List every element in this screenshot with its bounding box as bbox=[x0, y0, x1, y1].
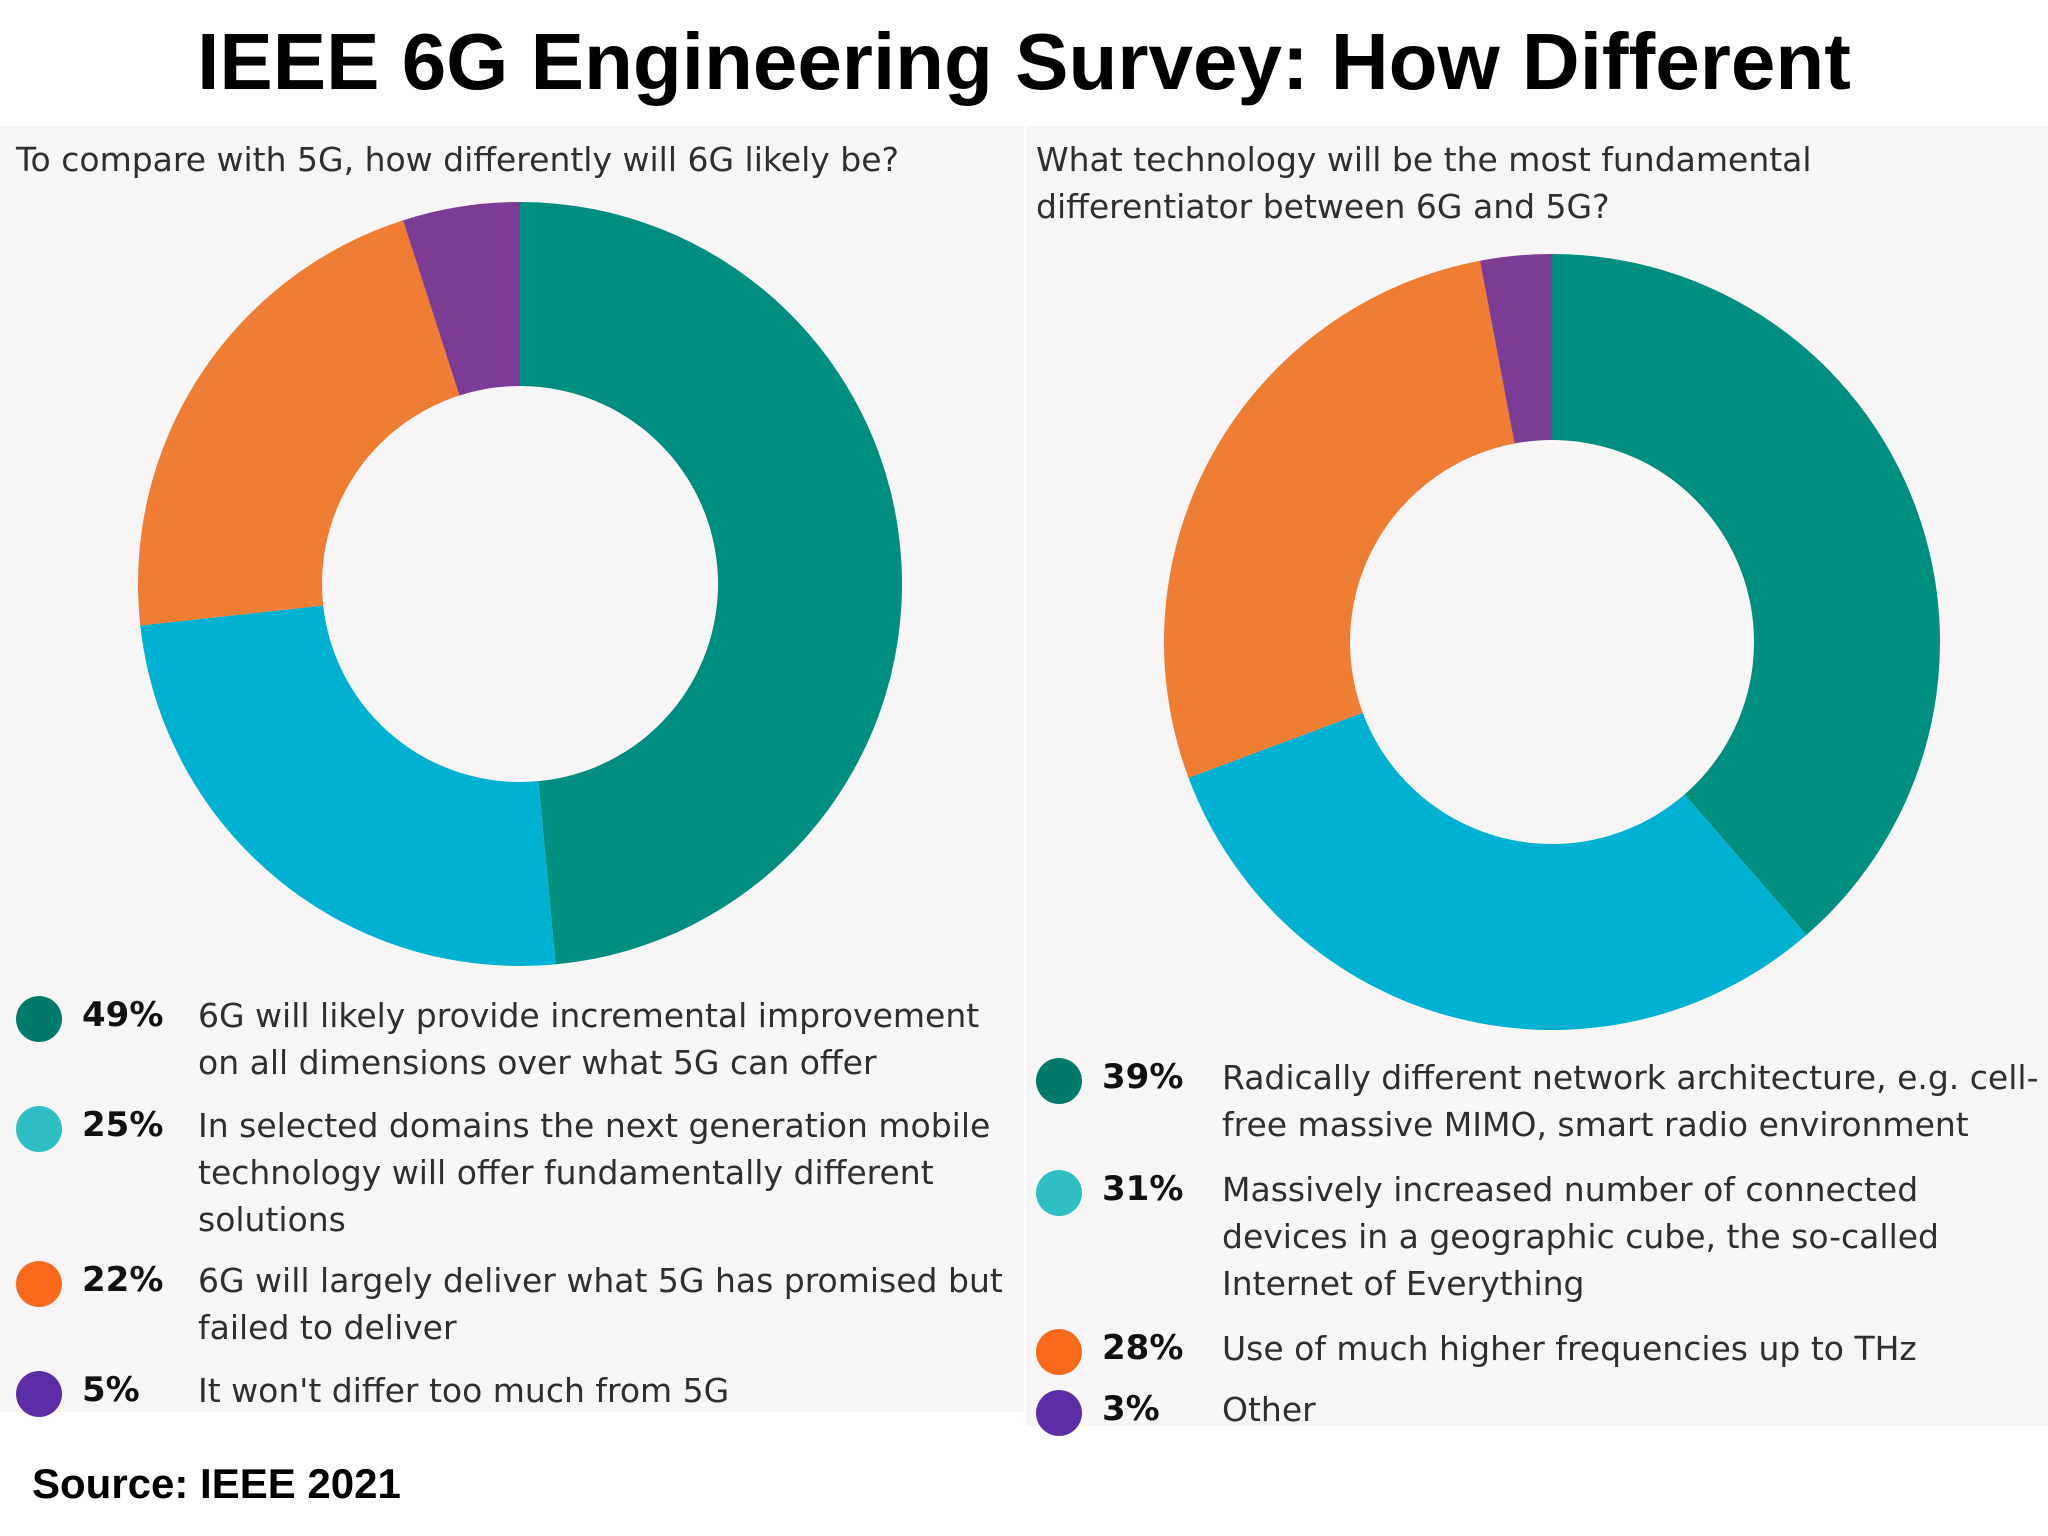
donut-slice-right-3 bbox=[1164, 260, 1515, 778]
legend-swatch bbox=[1036, 1058, 1082, 1104]
legend-swatch bbox=[16, 1371, 62, 1417]
donut-slice-left-4 bbox=[403, 202, 520, 396]
legend-percent: 49% bbox=[82, 995, 164, 1035]
legend-label: In selected domains the next generation … bbox=[198, 1106, 991, 1239]
legend-item-left-1: 49% 6G will likely provide incremental im… bbox=[0, 992, 1024, 1086]
legend-swatch bbox=[1036, 1329, 1082, 1375]
page-title: IEEE 6G Engineering Survey: How Differen… bbox=[197, 17, 1851, 106]
legend-percent: 39% bbox=[1102, 1057, 1184, 1097]
donut-chart-left bbox=[138, 202, 902, 966]
legend-item-right-1: 39% Radically different network architect… bbox=[1026, 1054, 2048, 1148]
legend-item-right-3: 28% Use of much higher frequencies up to … bbox=[1026, 1325, 2048, 1375]
legend-item-left-4: 5% It won't differ too much from 5G bbox=[0, 1367, 1024, 1417]
legend-right: 39% Radically different network architect… bbox=[1026, 1054, 2048, 1436]
legend-percent: 28% bbox=[1102, 1328, 1184, 1368]
legend-swatch bbox=[16, 1106, 62, 1152]
legend-left: 49% 6G will likely provide incremental im… bbox=[0, 992, 1024, 1417]
legend-percent: 3% bbox=[1102, 1389, 1160, 1429]
donut-slice-right-1 bbox=[1552, 254, 1940, 935]
legend-label: It won't differ too much from 5G bbox=[198, 1371, 730, 1410]
donut-slice-left-1 bbox=[520, 202, 902, 965]
donut-slice-right-2 bbox=[1188, 712, 1807, 1030]
legend-swatch bbox=[16, 996, 62, 1042]
legend-swatch bbox=[16, 1261, 62, 1307]
chart-question-right: What technology will be the most fundame… bbox=[1036, 140, 1812, 226]
legend-label: 6G will likely provide incremental impro… bbox=[198, 996, 980, 1082]
chart-question-left: To compare with 5G, how differently will… bbox=[16, 140, 900, 179]
donut-slice-right-4 bbox=[1480, 254, 1552, 444]
source-note: Source: IEEE 2021 bbox=[32, 1460, 401, 1507]
legend-percent: 22% bbox=[82, 1260, 164, 1300]
legend-percent: 25% bbox=[82, 1105, 164, 1145]
donut-chart-right bbox=[1164, 254, 1940, 1030]
legend-item-right-4: 3% Other bbox=[1026, 1386, 2048, 1436]
legend-label: Other bbox=[1222, 1390, 1316, 1429]
legend-item-left-3: 22% 6G will largely deliver what 5G has p… bbox=[0, 1257, 1024, 1351]
legend-label: Massively increased number of connected … bbox=[1222, 1170, 1939, 1303]
legend-percent: 31% bbox=[1102, 1169, 1184, 1209]
donut-slice-left-2 bbox=[140, 605, 556, 966]
donut-slice-left-3 bbox=[138, 220, 460, 626]
legend-item-right-2: 31% Massively increased number of connect… bbox=[1026, 1166, 2048, 1307]
chart-panel-left: To compare with 5G, how differently will… bbox=[0, 126, 1024, 1417]
legend-label: Use of much higher frequencies up to THz bbox=[1222, 1329, 1917, 1368]
legend-swatch bbox=[1036, 1170, 1082, 1216]
legend-swatch bbox=[1036, 1390, 1082, 1436]
legend-label: Radically different network architecture… bbox=[1222, 1058, 2039, 1144]
chart-panel-right: What technology will be the most fundame… bbox=[1026, 126, 2048, 1436]
legend-label: 6G will largely deliver what 5G has prom… bbox=[198, 1261, 1003, 1347]
legend-percent: 5% bbox=[82, 1370, 140, 1410]
legend-item-left-2: 25% In selected domains the next generati… bbox=[0, 1102, 1024, 1243]
